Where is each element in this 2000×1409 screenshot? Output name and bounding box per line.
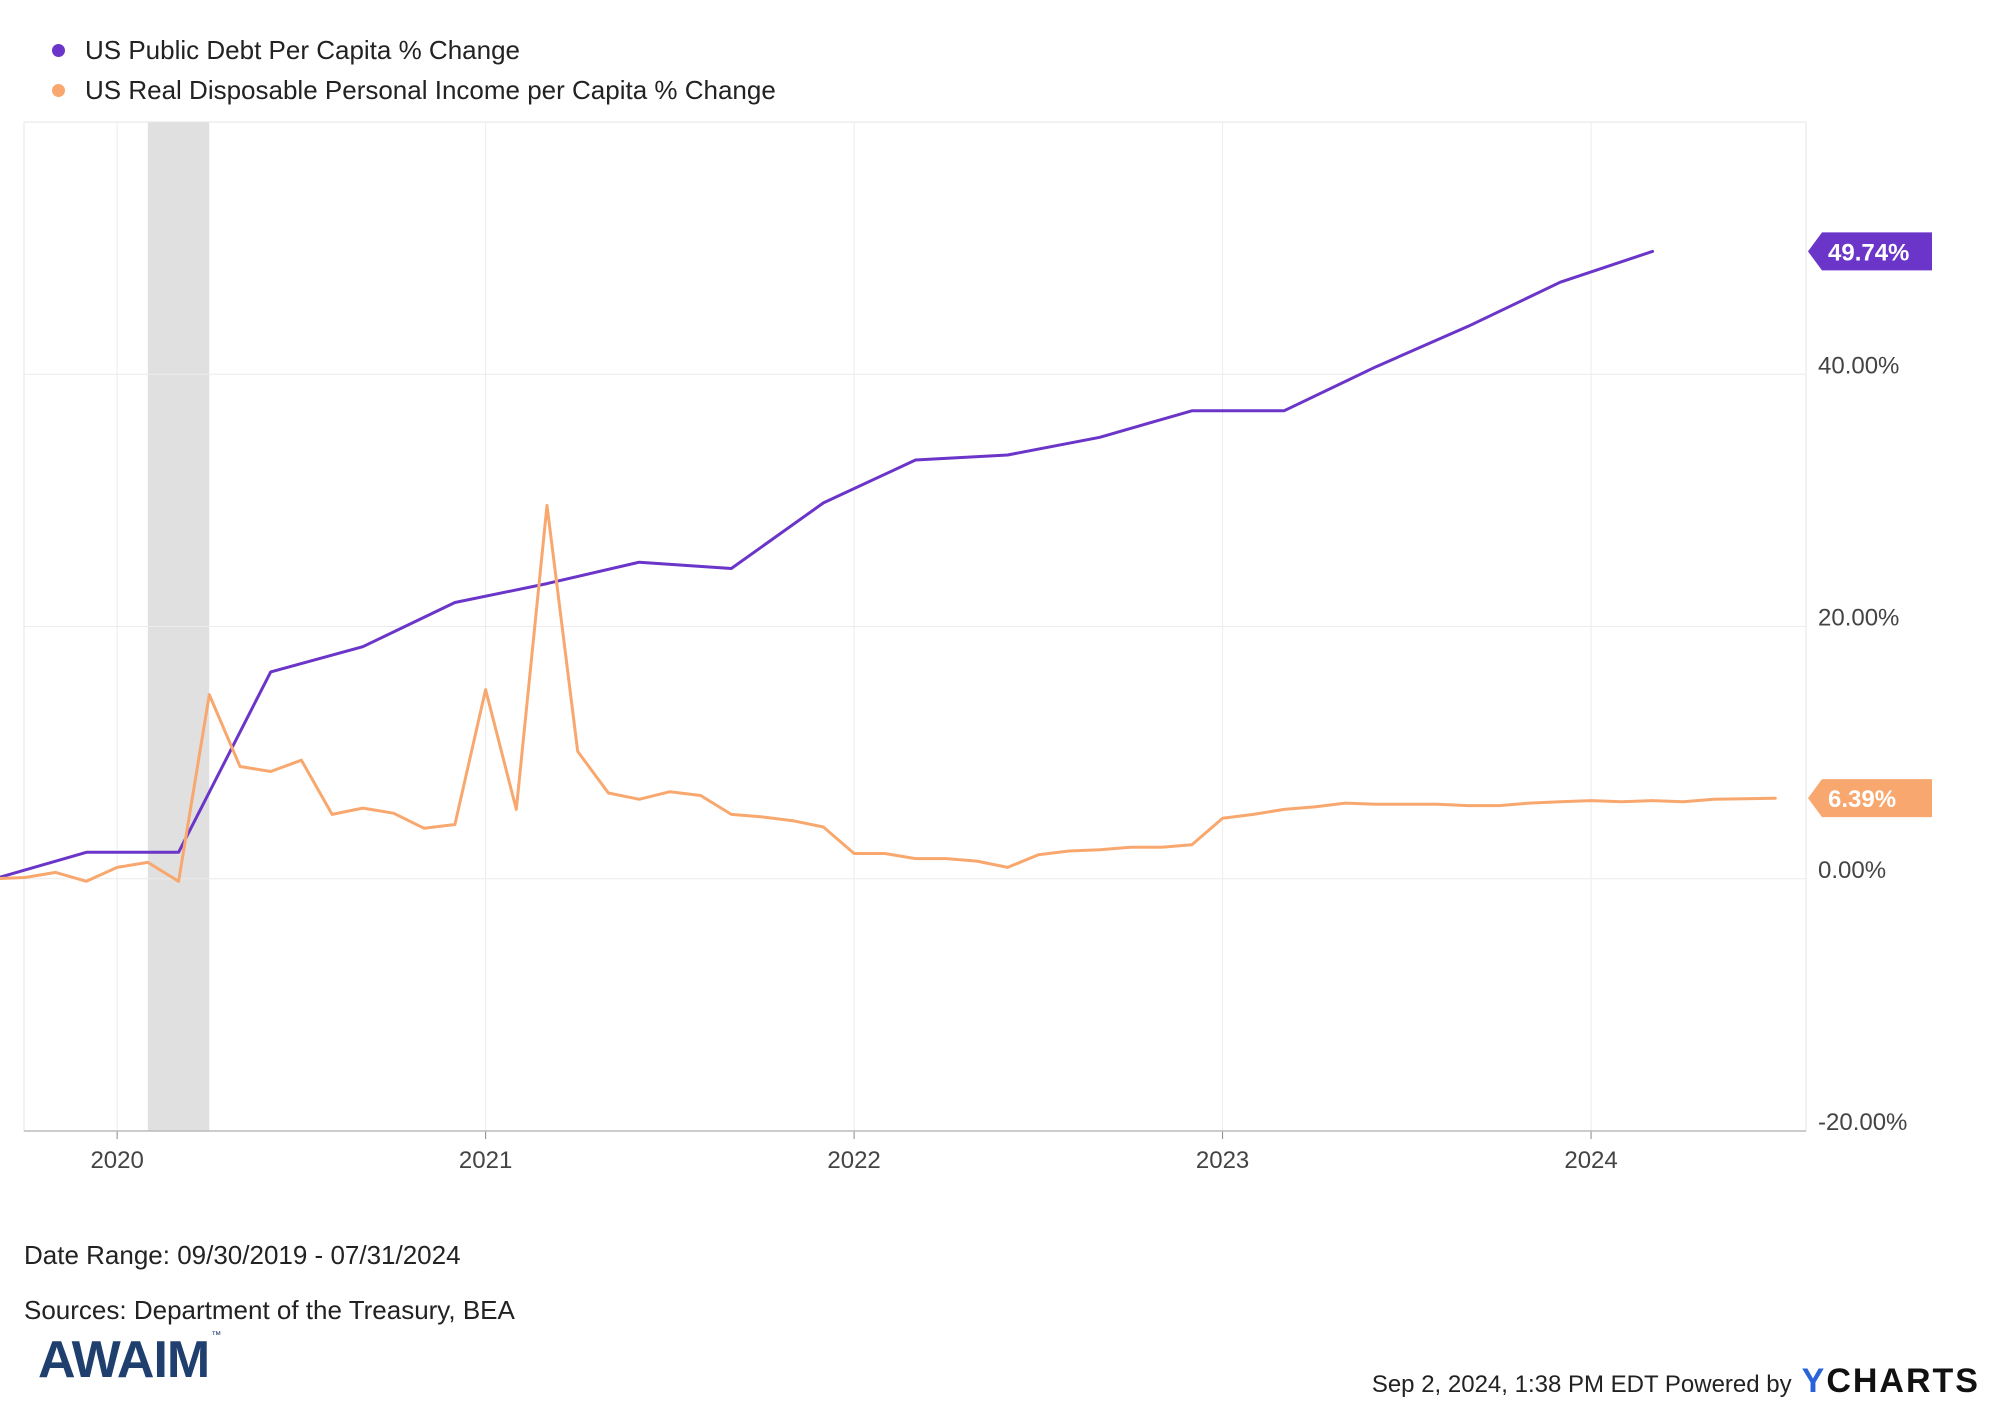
series-line-1[interactable] (0, 503, 1777, 883)
end-label-tag-0 (1808, 232, 1932, 271)
x-tick-label: 2023 (1196, 1147, 1249, 1174)
series-line-0[interactable] (0, 249, 1654, 879)
ycharts-y: Y (1801, 1362, 1827, 1400)
axis-layer: 2020 2021 2022 2023 2024 40.00% 20.00% 0.00% -20… (24, 352, 1907, 1174)
timestamp-text: Sep 2, 2024, 1:38 PM EDT Powered by (1371, 1371, 1792, 1398)
end-labels-layer: 49.74% 6.39% (1808, 232, 1932, 818)
legend-item-income[interactable]: US Real Disposable Personal Income per C… (52, 70, 776, 110)
end-label-text-1: 6.39% (1828, 786, 1896, 813)
legend-label-income: US Real Disposable Personal Income per C… (85, 74, 776, 105)
end-label-tag-1 (1808, 779, 1932, 818)
grid-layer (23, 121, 1807, 1132)
x-tick-label: 2020 (90, 1147, 143, 1174)
logo-text: AWAIM (38, 1331, 210, 1389)
chart-legend: US Public Debt Per Capita % Change US Re… (52, 30, 776, 110)
sources-text: Sources: Department of the Treasury, BEA (24, 1295, 515, 1325)
ycharts-brand: CHARTS (1826, 1362, 1980, 1400)
y-tick-label: -20.00% (1818, 1109, 1907, 1136)
ycharts-logo[interactable]: YCHARTS (1802, 1362, 1980, 1401)
legend-item-debt[interactable]: US Public Debt Per Capita % Change (52, 30, 776, 70)
x-tick-label: 2024 (1564, 1147, 1617, 1174)
y-tick-label: 0.00% (1818, 857, 1886, 884)
end-label-text-0: 49.74% (1828, 239, 1909, 266)
date-range-text: Date Range: 09/30/2019 - 07/31/2024 (24, 1240, 461, 1270)
x-tick-label: 2022 (827, 1147, 880, 1174)
legend-dot-debt (52, 43, 65, 57)
legend-label-debt: US Public Debt Per Capita % Change (85, 34, 521, 65)
y-tick-label: 40.00% (1818, 352, 1899, 379)
y-tick-label: 20.00% (1818, 605, 1899, 632)
legend-dot-income (52, 83, 65, 97)
x-tick-label: 2021 (459, 1147, 512, 1174)
series-layer (0, 249, 1777, 883)
powered-by: Sep 2, 2024, 1:38 PM EDT Powered by YCHA… (1372, 1362, 1980, 1401)
awaim-logo: AWAIM ™ (38, 1330, 221, 1389)
